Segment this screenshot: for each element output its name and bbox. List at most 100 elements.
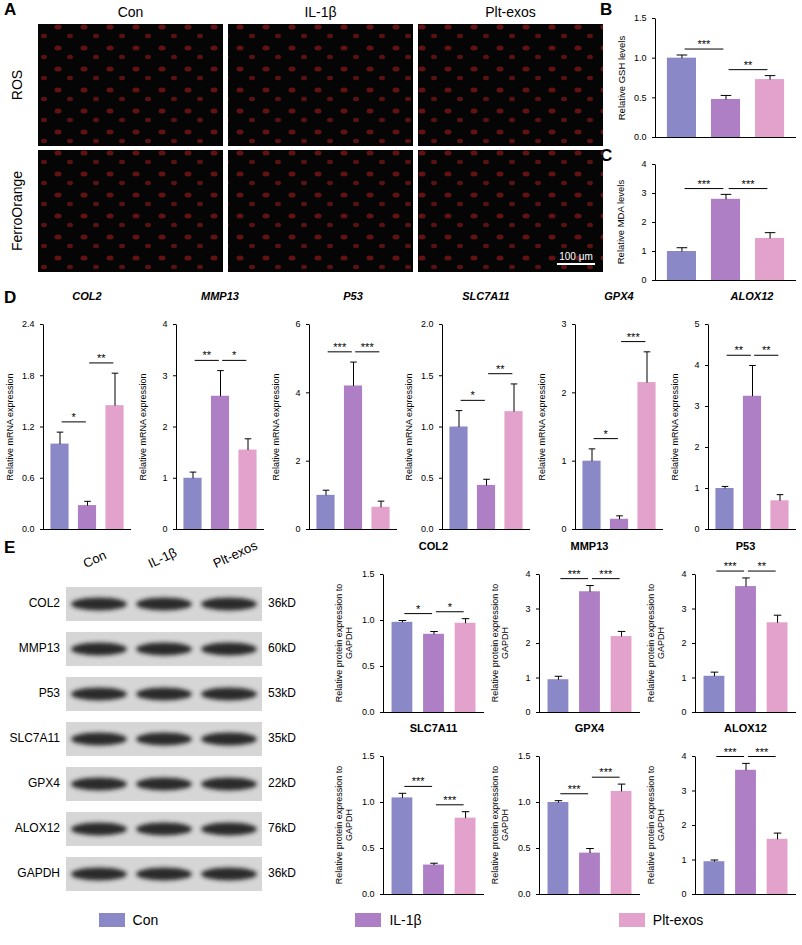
svg-text:22kD: 22kD xyxy=(268,776,296,790)
svg-text:76kD: 76kD xyxy=(268,821,296,835)
svg-text:2.0: 2.0 xyxy=(421,319,434,329)
svg-text:GPX4: GPX4 xyxy=(28,776,60,790)
svg-text:*: * xyxy=(232,349,237,361)
svg-text:***: *** xyxy=(568,783,582,795)
svg-text:0.0: 0.0 xyxy=(634,132,647,142)
svg-text:2: 2 xyxy=(641,217,646,227)
svg-text:0: 0 xyxy=(525,707,530,717)
svg-text:1.5: 1.5 xyxy=(362,569,375,579)
svg-text:***: *** xyxy=(568,568,582,580)
svg-text:0: 0 xyxy=(681,707,686,717)
svg-text:***: *** xyxy=(412,775,426,787)
svg-text:1.5: 1.5 xyxy=(634,13,647,23)
svg-text:0: 0 xyxy=(162,524,167,534)
svg-text:***: *** xyxy=(724,560,738,572)
svg-text:1.2: 1.2 xyxy=(22,422,35,432)
svg-text:SLC7A11: SLC7A11 xyxy=(10,731,61,745)
svg-text:1: 1 xyxy=(561,456,566,466)
svg-text:1.8: 1.8 xyxy=(22,371,35,381)
svg-text:1: 1 xyxy=(162,473,167,483)
svg-text:***: *** xyxy=(698,38,712,50)
svg-text:2: 2 xyxy=(681,820,686,830)
svg-text:3: 3 xyxy=(641,188,646,198)
svg-text:***: *** xyxy=(742,178,756,190)
svg-text:***: *** xyxy=(333,341,347,353)
svg-text:1.0: 1.0 xyxy=(362,797,375,807)
svg-text:1: 1 xyxy=(641,246,646,256)
svg-text:**: ** xyxy=(744,59,753,71)
svg-text:3: 3 xyxy=(694,401,699,411)
svg-text:4: 4 xyxy=(681,751,686,761)
svg-text:*: * xyxy=(416,603,421,615)
svg-text:0: 0 xyxy=(561,524,566,534)
svg-text:0.5: 0.5 xyxy=(362,661,375,671)
svg-text:1: 1 xyxy=(525,673,530,683)
svg-text:***: *** xyxy=(755,746,769,758)
svg-text:4: 4 xyxy=(162,319,167,329)
svg-text:**: ** xyxy=(202,349,211,361)
svg-text:GAPDH: GAPDH xyxy=(17,866,60,880)
svg-text:P53: P53 xyxy=(39,686,61,700)
svg-text:0: 0 xyxy=(694,524,699,534)
svg-text:*: * xyxy=(604,428,609,440)
svg-text:1.0: 1.0 xyxy=(518,797,531,807)
svg-text:1.0: 1.0 xyxy=(362,615,375,625)
svg-text:1.5: 1.5 xyxy=(518,751,531,761)
svg-text:***: *** xyxy=(599,766,613,778)
svg-text:0.5: 0.5 xyxy=(634,93,647,103)
svg-text:FerroOrange: FerroOrange xyxy=(9,171,25,251)
svg-text:0.5: 0.5 xyxy=(518,843,531,853)
svg-text:36kD: 36kD xyxy=(268,596,296,610)
svg-text:36kD: 36kD xyxy=(268,866,296,880)
svg-text:1.5: 1.5 xyxy=(362,751,375,761)
svg-text:0.0: 0.0 xyxy=(362,889,375,899)
svg-text:60kD: 60kD xyxy=(268,641,296,655)
svg-text:0: 0 xyxy=(295,524,300,534)
svg-text:53kD: 53kD xyxy=(268,686,296,700)
svg-text:ROS: ROS xyxy=(9,70,25,100)
svg-text:2: 2 xyxy=(525,638,530,648)
svg-text:2: 2 xyxy=(694,442,699,452)
svg-text:***: *** xyxy=(698,178,712,190)
svg-text:0.5: 0.5 xyxy=(421,473,434,483)
svg-text:1: 1 xyxy=(694,483,699,493)
svg-text:ALOX12: ALOX12 xyxy=(15,821,61,835)
svg-text:4: 4 xyxy=(525,569,530,579)
svg-text:0.5: 0.5 xyxy=(362,843,375,853)
svg-text:3: 3 xyxy=(525,604,530,614)
svg-text:100 μm: 100 μm xyxy=(559,251,593,262)
svg-text:*: * xyxy=(448,601,453,613)
svg-text:**: ** xyxy=(762,344,771,356)
svg-text:0.0: 0.0 xyxy=(518,889,531,899)
svg-text:***: *** xyxy=(627,331,641,343)
svg-text:4: 4 xyxy=(295,388,300,398)
svg-text:***: *** xyxy=(361,341,375,353)
svg-text:*: * xyxy=(471,389,476,401)
svg-text:4: 4 xyxy=(641,159,646,169)
svg-text:1.5: 1.5 xyxy=(421,371,434,381)
svg-text:***: *** xyxy=(443,794,457,806)
svg-text:6: 6 xyxy=(295,319,300,329)
svg-text:4: 4 xyxy=(694,360,699,370)
svg-text:2: 2 xyxy=(681,638,686,648)
svg-text:0.0: 0.0 xyxy=(22,524,35,534)
svg-text:0: 0 xyxy=(681,889,686,899)
svg-text:2: 2 xyxy=(561,388,566,398)
svg-text:4: 4 xyxy=(681,569,686,579)
svg-text:3: 3 xyxy=(561,319,566,329)
svg-text:***: *** xyxy=(599,568,613,580)
svg-text:**: ** xyxy=(97,352,106,364)
svg-text:1.0: 1.0 xyxy=(634,53,647,63)
svg-text:0.6: 0.6 xyxy=(22,473,35,483)
svg-text:**: ** xyxy=(734,344,743,356)
svg-text:1: 1 xyxy=(681,855,686,865)
svg-text:0.0: 0.0 xyxy=(421,524,434,534)
svg-text:0: 0 xyxy=(641,275,646,285)
svg-text:***: *** xyxy=(724,746,738,758)
svg-text:COL2: COL2 xyxy=(29,596,61,610)
svg-text:2: 2 xyxy=(162,422,167,432)
svg-text:3: 3 xyxy=(681,604,686,614)
svg-text:**: ** xyxy=(496,363,505,375)
svg-text:3: 3 xyxy=(681,786,686,796)
svg-text:MMP13: MMP13 xyxy=(19,641,61,655)
